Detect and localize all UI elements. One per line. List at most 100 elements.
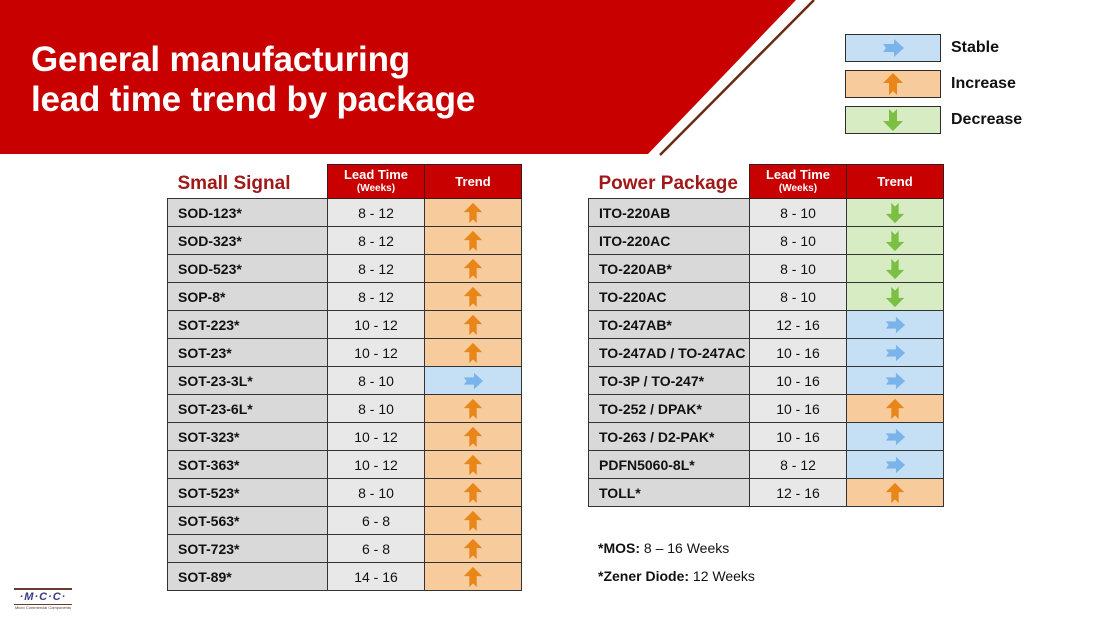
lead-time: 8 - 12 [327, 226, 425, 255]
legend-swatch [845, 70, 941, 98]
lead-time: 8 - 10 [749, 198, 847, 227]
table-row: TO-247AB* 12 - 16 [588, 310, 944, 339]
legend-item-stable: Stable [845, 30, 1022, 66]
header-banner [0, 0, 815, 156]
power-package-title: Power Package [588, 164, 750, 199]
trend-cell [846, 366, 944, 395]
package-name: SOT-523* [167, 478, 328, 507]
trend-cell [424, 422, 522, 451]
arrow-right-icon [885, 372, 906, 389]
lead-time: 8 - 10 [749, 254, 847, 283]
lead-time: 8 - 12 [327, 282, 425, 311]
legend-label: Stable [951, 39, 1000, 56]
legend-item-increase: Increase [845, 66, 1022, 102]
lead-time: 10 - 16 [749, 394, 847, 423]
lead-time: 10 - 12 [327, 450, 425, 479]
lead-time: 8 - 10 [749, 226, 847, 255]
arrow-right-icon [885, 344, 906, 361]
trend-cell [424, 506, 522, 535]
package-name: SOT-723* [167, 534, 328, 563]
legend-label: Decrease [951, 111, 1023, 128]
trend-cell [424, 394, 522, 423]
arrow-up-icon [885, 398, 905, 419]
mcc-logo: ·M·C·C· Micro Commercial Components [14, 588, 72, 611]
trend-cell [424, 198, 522, 227]
trend-cell [846, 422, 944, 451]
arrow-right-icon [885, 428, 906, 445]
arrow-up-icon [885, 482, 905, 503]
trend-cell [424, 478, 522, 507]
package-name: SOT-363* [167, 450, 328, 479]
arrow-up-icon [463, 258, 483, 279]
trend-cell [424, 254, 522, 283]
arrow-up-icon [463, 538, 483, 559]
package-name: TO-220AB* [588, 254, 750, 283]
package-name: TO-220AC [588, 282, 750, 311]
lead-time: 8 - 12 [327, 198, 425, 227]
lead-time: 6 - 8 [327, 506, 425, 535]
lead-time: 6 - 8 [327, 534, 425, 563]
logo-subtitle: Micro Commercial Components [14, 605, 71, 610]
legend: Stable Increase Decrease [845, 30, 1022, 138]
table-row: SOT-723* 6 - 8 [167, 534, 522, 563]
trend-header: Trend [846, 164, 944, 199]
package-name: PDFN5060-8L* [588, 450, 750, 479]
table-row: SOD-323* 8 - 12 [167, 226, 522, 255]
table-row: TO-220AB* 8 - 10 [588, 254, 944, 283]
package-name: TO-263 / D2-PAK* [588, 422, 750, 451]
table-row: SOT-23-3L* 8 - 10 [167, 366, 522, 395]
lead-time: 12 - 16 [749, 310, 847, 339]
title-line-1: General manufacturing [31, 40, 410, 79]
trend-cell [846, 254, 944, 283]
trend-cell [424, 282, 522, 311]
package-name: ITO-220AC [588, 226, 750, 255]
lead-time: 10 - 12 [327, 422, 425, 451]
package-name: TO-3P / TO-247* [588, 366, 750, 395]
package-name: SOP-8* [167, 282, 328, 311]
trend-cell [846, 226, 944, 255]
lead-time: 8 - 12 [327, 254, 425, 283]
power-package-table: Power Package Lead Time (Weeks) Trend ITO… [588, 164, 944, 507]
arrow-down-icon [885, 202, 905, 223]
arrow-down-icon [885, 230, 905, 251]
lead-time: 8 - 10 [327, 366, 425, 395]
trend-header: Trend [424, 164, 522, 199]
arrow-right-icon [463, 372, 484, 389]
lead-time: 10 - 12 [327, 310, 425, 339]
trend-cell [846, 338, 944, 367]
title-line-2: lead time trend by package [31, 80, 476, 119]
lead-time: 8 - 10 [749, 282, 847, 311]
package-name: SOT-563* [167, 506, 328, 535]
table-row: SOT-523* 8 - 10 [167, 478, 522, 507]
trend-cell [846, 198, 944, 227]
package-name: SOT-223* [167, 310, 328, 339]
table-row: TO-252 / DPAK* 10 - 16 [588, 394, 944, 423]
arrow-up-icon [463, 314, 483, 335]
package-name: SOD-523* [167, 254, 328, 283]
lead-time-header: Lead Time (Weeks) [749, 164, 847, 199]
package-name: SOT-23-6L* [167, 394, 328, 423]
arrow-down-icon [883, 109, 903, 131]
trend-cell [846, 478, 944, 507]
arrow-down-icon [885, 258, 905, 279]
table-row: SOT-563* 6 - 8 [167, 506, 522, 535]
table-row: TO-3P / TO-247* 10 - 16 [588, 366, 944, 395]
trend-cell [424, 226, 522, 255]
package-name: TO-247AD / TO-247AC [588, 338, 750, 367]
legend-swatch [845, 106, 941, 134]
note-mos: *MOS: 8 – 16 Weeks [598, 540, 730, 556]
arrow-up-icon [463, 566, 483, 587]
legend-swatch [845, 34, 941, 62]
lead-time: 8 - 10 [327, 478, 425, 507]
page-title: General manufacturing lead time trend by… [31, 40, 475, 120]
package-name: ITO-220AB [588, 198, 750, 227]
table-row: SOT-323* 10 - 12 [167, 422, 522, 451]
trend-cell [424, 338, 522, 367]
arrow-up-icon [463, 426, 483, 447]
trend-cell [846, 450, 944, 479]
arrow-up-icon [463, 286, 483, 307]
package-name: SOT-89* [167, 562, 328, 591]
arrow-up-icon [463, 510, 483, 531]
table-row: TO-263 / D2-PAK* 10 - 16 [588, 422, 944, 451]
table-row: SOT-23-6L* 8 - 10 [167, 394, 522, 423]
